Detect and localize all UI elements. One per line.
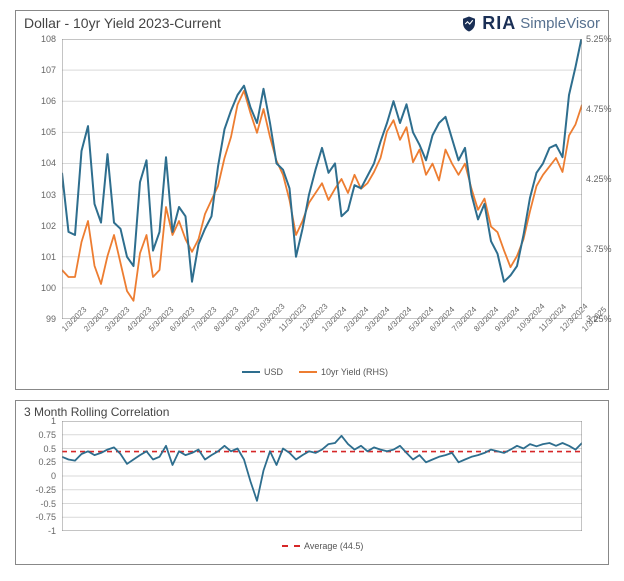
y-tick: -0.75 [35, 512, 56, 522]
bottom-chart-panel: 3 Month Rolling Correlation Average (44.… [15, 400, 609, 565]
y-tick: 0 [51, 471, 56, 481]
brand-logo-block: RIA SimpleVisor [460, 13, 600, 34]
brand-ria-text: RIA [482, 13, 516, 34]
bottom-chart-legend: Average (44.5) [282, 541, 363, 551]
y-right-tick: 5.25% [586, 34, 612, 44]
top-chart-panel: Dollar - 10yr Yield 2023-Current RIA Sim… [15, 10, 609, 390]
y-right-tick: 3.75% [586, 244, 612, 254]
y-left-tick: 99 [46, 314, 56, 324]
y-left-tick: 107 [41, 65, 56, 75]
legend-usd-label: USD [264, 367, 283, 377]
bottom-chart-title: 3 Month Rolling Correlation [24, 405, 169, 419]
y-left-tick: 106 [41, 96, 56, 106]
yield-swatch [299, 371, 317, 373]
top-chart-title: Dollar - 10yr Yield 2023-Current [24, 15, 221, 31]
top-chart-legend: USD 10yr Yield (RHS) [242, 367, 388, 377]
brand-simplevisor-text: SimpleVisor [520, 15, 600, 32]
y-right-tick: 4.25% [586, 174, 612, 184]
y-tick: 0.25 [38, 457, 56, 467]
average-swatch [282, 545, 300, 547]
y-left-tick: 100 [41, 283, 56, 293]
y-left-tick: 103 [41, 190, 56, 200]
top-chart-plot [62, 39, 582, 319]
y-left-tick: 101 [41, 252, 56, 262]
y-tick: 1 [51, 416, 56, 426]
legend-yield: 10yr Yield (RHS) [299, 367, 388, 377]
legend-average: Average (44.5) [282, 541, 363, 551]
legend-yield-label: 10yr Yield (RHS) [321, 367, 388, 377]
y-left-tick: 102 [41, 221, 56, 231]
y-tick: -0.5 [40, 499, 56, 509]
y-left-tick: 108 [41, 34, 56, 44]
y-tick: 0.75 [38, 430, 56, 440]
legend-average-label: Average (44.5) [304, 541, 363, 551]
usd-swatch [242, 371, 260, 373]
y-tick: 0.5 [43, 444, 56, 454]
y-tick: -0.25 [35, 485, 56, 495]
y-left-tick: 105 [41, 127, 56, 137]
ria-shield-icon [460, 15, 478, 33]
y-right-tick: 4.75% [586, 104, 612, 114]
y-left-tick: 104 [41, 158, 56, 168]
y-tick: -1 [48, 526, 56, 536]
legend-usd: USD [242, 367, 283, 377]
bottom-chart-plot [62, 421, 582, 531]
